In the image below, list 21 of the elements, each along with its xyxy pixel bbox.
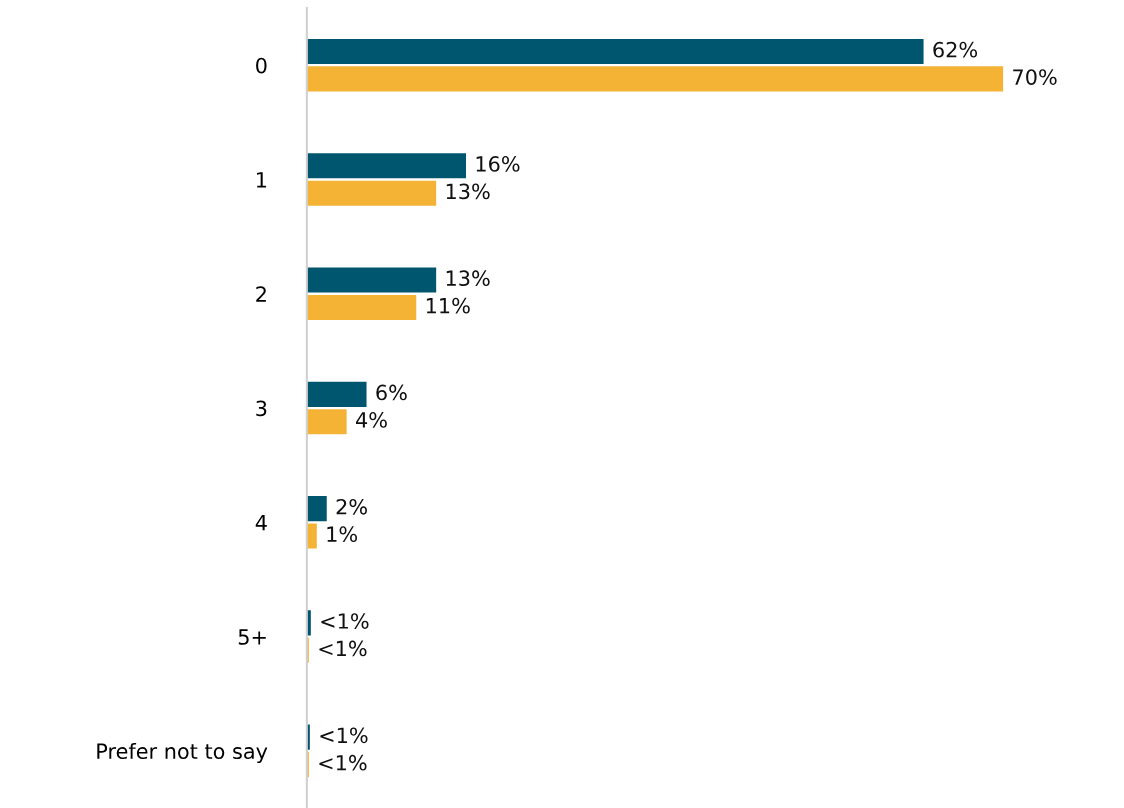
y-tick-label: 3	[256, 400, 267, 417]
y-tick-label: 1	[257, 172, 267, 188]
data-label: 11%	[426, 297, 470, 314]
data-label: <1%	[319, 640, 367, 657]
y-tick-label: 5+	[238, 629, 266, 645]
y-tick-label: Prefer not to say	[97, 742, 268, 764]
data-label: 13%	[446, 270, 490, 287]
data-label: 13%	[446, 183, 490, 200]
data-label: <1%	[321, 613, 369, 629]
y-tick-label: 4	[255, 515, 267, 531]
data-label: 4%	[355, 412, 387, 428]
data-label: 62%	[933, 41, 978, 58]
data-label: 16%	[476, 156, 520, 172]
y-tick-label: 0	[256, 57, 267, 74]
data-label: <1%	[320, 727, 368, 744]
data-label: 2%	[336, 498, 367, 515]
data-label: 70%	[1013, 69, 1057, 85]
data-label: <1%	[319, 754, 367, 771]
y-tick-label: 2	[256, 286, 266, 302]
data-label: 1%	[327, 526, 358, 543]
data-label: 6%	[376, 384, 407, 401]
